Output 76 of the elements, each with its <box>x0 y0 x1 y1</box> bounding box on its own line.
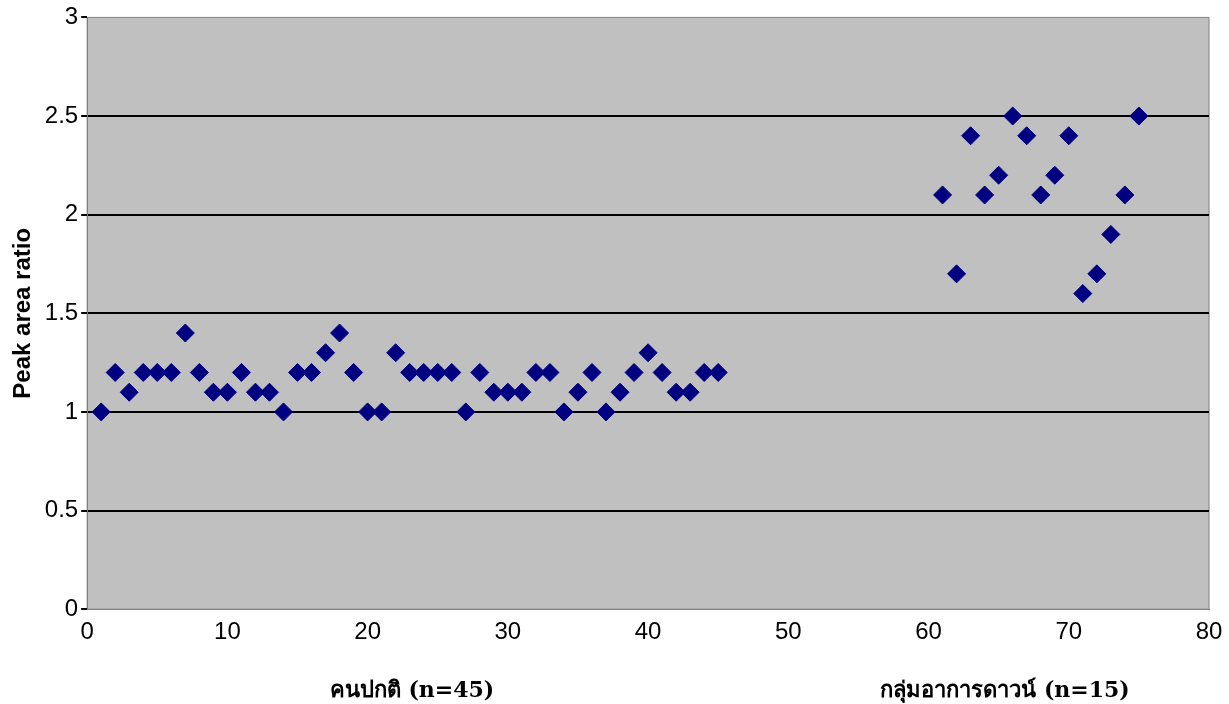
point <box>989 165 1009 185</box>
point <box>133 362 153 382</box>
point <box>175 323 195 343</box>
point <box>372 402 392 422</box>
point <box>512 382 532 402</box>
point <box>652 362 672 382</box>
point <box>189 362 209 382</box>
x-tick-label: 40 <box>634 617 662 645</box>
point <box>610 382 630 402</box>
point <box>428 362 448 382</box>
point <box>708 362 728 382</box>
point <box>400 362 420 382</box>
x-tick-label: 30 <box>494 617 522 645</box>
point <box>470 362 490 382</box>
text: คนปกติ (n=45) <box>329 675 495 704</box>
x-tick-label: 60 <box>915 617 942 645</box>
y-tick-label: 1 <box>64 396 79 424</box>
point <box>161 362 181 382</box>
point <box>624 362 644 382</box>
point <box>1129 106 1149 126</box>
point <box>540 362 560 382</box>
point <box>91 402 111 422</box>
y-tick-label: 0 <box>64 593 79 621</box>
y-tick-label: 2 <box>64 199 79 227</box>
point <box>1017 126 1037 146</box>
x-tick-label: 70 <box>1055 617 1083 645</box>
point <box>119 382 139 402</box>
point <box>203 382 223 402</box>
point <box>302 362 322 382</box>
point <box>638 343 658 363</box>
point <box>582 362 602 382</box>
point <box>947 264 967 284</box>
point <box>1115 185 1135 205</box>
y-tick-label: 0.5 <box>44 495 79 523</box>
point <box>596 402 616 422</box>
point <box>933 185 953 205</box>
point <box>344 362 364 382</box>
x-tick-label: 10 <box>214 617 241 645</box>
point <box>1073 284 1093 304</box>
point <box>1003 106 1023 126</box>
point <box>568 382 588 402</box>
point <box>975 185 995 205</box>
point <box>386 343 406 363</box>
point <box>316 343 336 363</box>
point <box>273 402 293 422</box>
point <box>442 362 462 382</box>
text: กลุ่มอาการดาวน์ (n=15) <box>880 675 1130 704</box>
point <box>1045 165 1065 185</box>
x-tick-label: 50 <box>774 617 802 645</box>
point <box>231 362 251 382</box>
point <box>961 126 981 146</box>
point <box>217 382 237 402</box>
point <box>498 382 518 402</box>
point <box>1059 126 1079 146</box>
point <box>666 382 686 402</box>
point <box>147 362 167 382</box>
y-tick-label: 3 <box>64 2 79 30</box>
point <box>330 323 350 343</box>
point <box>526 362 546 382</box>
point <box>1031 185 1051 205</box>
y-tick-label: 1.5 <box>44 297 79 325</box>
point <box>694 362 714 382</box>
point <box>105 362 125 382</box>
point <box>456 402 476 422</box>
x-tick-label: 80 <box>1195 617 1223 645</box>
y-axis-title: Peak area ratio <box>8 227 36 399</box>
y-tick-label: 2.5 <box>44 100 79 128</box>
point <box>554 402 574 422</box>
point <box>1087 264 1107 284</box>
point <box>680 382 700 402</box>
point <box>245 382 265 402</box>
point <box>1101 224 1121 244</box>
point <box>484 382 504 402</box>
x-tick-label: 20 <box>354 617 381 645</box>
point <box>414 362 434 382</box>
point <box>259 382 279 402</box>
